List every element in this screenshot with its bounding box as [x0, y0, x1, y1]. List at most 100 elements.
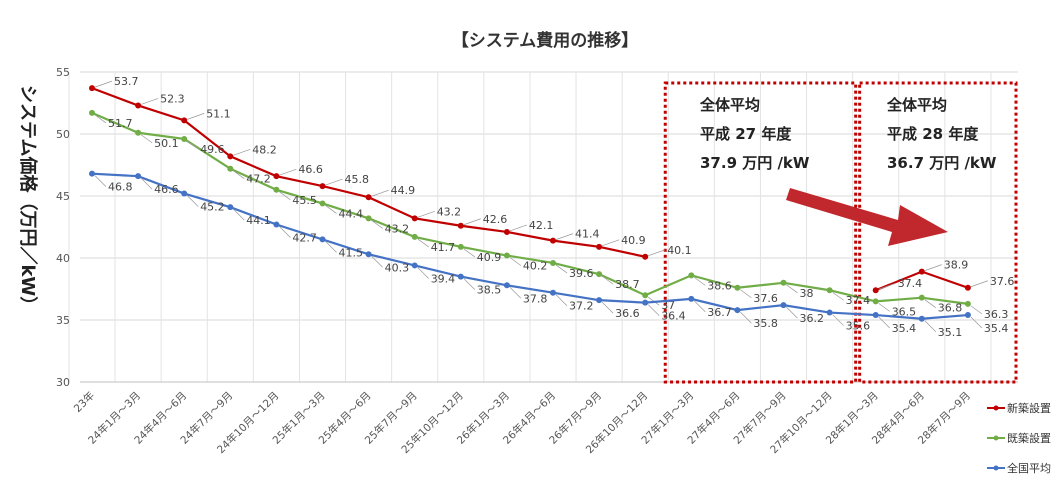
label-leader [878, 282, 896, 290]
data-label: 42.6 [483, 213, 508, 226]
data-point [411, 215, 418, 222]
data-label: 42.7 [292, 232, 317, 245]
annotation-boxes [663, 81, 1018, 384]
label-leader [924, 299, 937, 308]
data-point [642, 253, 649, 260]
data-label: 35.4 [984, 322, 1009, 335]
data-label: 35.1 [938, 326, 963, 339]
data-label: 40.9 [621, 234, 646, 247]
label-leader [233, 170, 245, 180]
data-label: 39.6 [569, 267, 594, 280]
label-leader [555, 264, 568, 274]
y-tick-label: 45 [56, 190, 70, 203]
label-leader [555, 294, 568, 306]
data-label: 46.6 [298, 163, 323, 176]
data-point [89, 85, 95, 92]
data-point [319, 183, 326, 190]
data-point [964, 312, 971, 319]
data-label: 36.4 [661, 310, 686, 323]
legend-label: 全国平均 [1007, 461, 1051, 475]
data-label: 40.1 [667, 244, 692, 257]
data-label: 37.6 [753, 292, 778, 305]
x-tick-label: 23年 [71, 389, 97, 415]
data-label: 41.7 [431, 241, 456, 254]
label-leader [970, 305, 983, 315]
data-point [411, 233, 418, 240]
data-point [596, 297, 603, 304]
data-point [596, 243, 603, 250]
data-point [734, 284, 741, 291]
y-tick-label: 50 [56, 128, 70, 141]
annotation-line: 37.9 万円 /kW [700, 154, 810, 172]
label-leader [970, 316, 983, 329]
label-leader [694, 277, 706, 286]
data-point [181, 117, 188, 124]
data-label: 37.4 [898, 277, 923, 290]
x-axis: 23年24年1月～3月24年4月～6月24年7月～9月24年10月～12月25年… [71, 389, 973, 456]
series-line [91, 172, 968, 320]
data-label: 37.2 [569, 300, 594, 313]
data-point [411, 262, 418, 269]
chart-title: 【システム費用の推移】 [452, 30, 639, 51]
data-label: 45.8 [345, 173, 370, 186]
label-leader [140, 134, 153, 144]
data-point [918, 268, 925, 275]
label-leader [509, 287, 522, 299]
data-label: 42.1 [529, 219, 554, 232]
data-point [135, 102, 142, 109]
data-label: 43.2 [437, 205, 462, 218]
data-label: 41.4 [575, 228, 600, 241]
data-point [457, 222, 464, 229]
data-point [89, 170, 95, 177]
data-point [227, 165, 234, 172]
annotation-line: 全体平均 [886, 96, 947, 114]
label-leader [417, 238, 429, 248]
label-leader [187, 113, 205, 120]
annotation-line: 平成 28 年度 [887, 125, 979, 143]
y-tick-label: 35 [56, 314, 70, 327]
label-leader [601, 275, 614, 285]
data-label: 44.4 [339, 207, 364, 220]
series-2: 51.7 50.1 49.6 47.2 45.5 44.4 43.2 41.7 40.9 40.2… [89, 109, 1008, 321]
data-label: 44.9 [391, 184, 416, 197]
data-point [964, 300, 971, 307]
annotation-line: 全体平均 [699, 96, 760, 114]
label-leader [924, 320, 937, 333]
data-point [135, 129, 142, 136]
label-leader [509, 257, 522, 266]
label-leader [94, 114, 107, 124]
data-point [872, 287, 879, 294]
label-leader [94, 80, 113, 88]
label-leader [509, 224, 528, 232]
label-leader [832, 314, 844, 326]
data-label: 35.6 [846, 320, 871, 333]
data-point [550, 259, 556, 266]
data-label: 37.8 [523, 292, 548, 305]
label-leader [740, 289, 752, 299]
data-point [642, 299, 649, 306]
series-layer: 53.7 52.3 51.1 48.2 46.6 45.8 44.9 43.2 42.6 42.1… [89, 75, 1014, 339]
data-label: 48.2 [252, 143, 276, 156]
data-point [872, 298, 879, 305]
data-label: 49.6 [200, 143, 225, 156]
label-leader [878, 316, 890, 329]
data-point [503, 228, 510, 235]
label-leader [924, 264, 942, 271]
data-label: 41.5 [339, 246, 364, 259]
label-leader [647, 304, 660, 316]
data-label: 36.5 [892, 305, 917, 318]
label-leader [786, 284, 798, 294]
data-point [273, 186, 280, 193]
data-label: 35.4 [892, 322, 917, 335]
data-point [365, 251, 372, 258]
data-point [642, 292, 649, 299]
data-point [964, 284, 971, 291]
data-point [918, 294, 925, 301]
data-label: 45.2 [200, 201, 225, 214]
data-label: 37.4 [846, 294, 871, 307]
y-axis: 30 35 40 45 50 55 [56, 66, 70, 389]
data-point [457, 273, 464, 280]
